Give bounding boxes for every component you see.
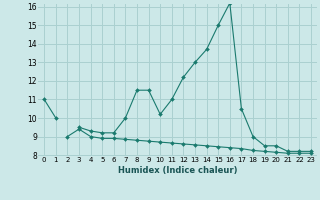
- X-axis label: Humidex (Indice chaleur): Humidex (Indice chaleur): [118, 166, 237, 175]
